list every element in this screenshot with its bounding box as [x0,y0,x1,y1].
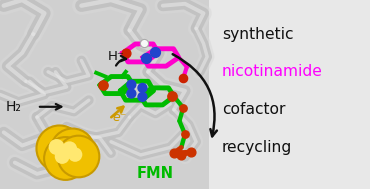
Point [128,92,134,95]
Point [141,42,147,45]
Point [169,95,175,98]
Text: nicotinamide: nicotinamide [222,64,323,79]
Text: FMN: FMN [137,167,174,181]
Point [54,146,60,149]
Text: cofactor: cofactor [222,102,285,117]
Point [62,156,68,159]
Bar [0,0,209,189]
Text: synthetic: synthetic [222,26,293,42]
Point [67,147,73,150]
Text: recycling: recycling [222,140,292,155]
Point [100,84,106,87]
Point [72,153,78,156]
Text: H⁻: H⁻ [107,50,124,63]
Point [128,83,134,86]
Point [139,86,145,89]
Point [182,133,188,136]
Point [69,149,75,152]
Point [178,153,184,156]
Point [152,51,158,54]
Point [180,77,186,80]
Text: H₂: H₂ [6,100,21,114]
Point [171,152,177,155]
Point [139,95,145,98]
Point [188,151,194,154]
Point [75,154,81,157]
Point [143,56,149,59]
Text: e⁻: e⁻ [113,111,127,124]
Point [56,147,62,150]
Point [180,106,186,109]
Point [59,155,65,158]
Point [123,51,129,54]
